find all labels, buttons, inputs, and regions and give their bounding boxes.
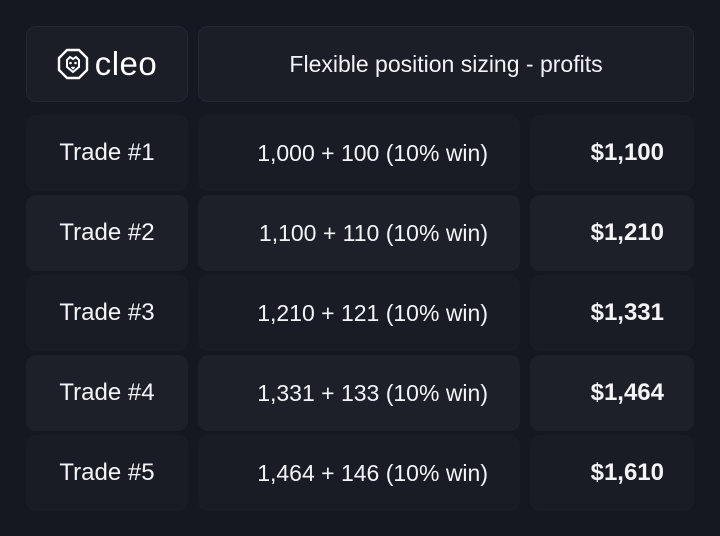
trade-1-calc-cell: 1,000 + 100 (10% win) [198, 115, 520, 191]
trade-1-total-cell: $1,100 [530, 115, 694, 191]
trade-total: $1,100 [590, 139, 664, 166]
trade-4-total-cell: $1,464 [530, 355, 694, 431]
trade-total: $1,464 [590, 379, 664, 406]
brand-name: cleo [94, 45, 158, 82]
trade-2-calc-cell: 1,100 + 110 (10% win) [198, 195, 520, 271]
trade-label: Trade #2 [59, 219, 155, 246]
trade-3-label-cell: Trade #3 [26, 275, 188, 351]
trade-4-calc-cell: 1,331 + 133 (10% win) [198, 355, 520, 431]
trade-calculation: 1,000 + 100 (10% win) [257, 139, 488, 166]
trade-2-label-cell: Trade #2 [26, 195, 188, 271]
trade-label: Trade #5 [59, 459, 155, 486]
trade-label: Trade #4 [59, 379, 155, 406]
trade-calculation: 1,210 + 121 (10% win) [257, 299, 488, 326]
trade-1-label-cell: Trade #1 [26, 115, 188, 191]
trade-calculation: 1,331 + 133 (10% win) [257, 379, 488, 406]
trade-total: $1,610 [590, 459, 664, 486]
lion-icon [57, 48, 88, 80]
trade-calculation: 1,100 + 110 (10% win) [258, 219, 488, 246]
trade-3-total-cell: $1,331 [530, 275, 694, 351]
trade-total: $1,331 [590, 299, 664, 326]
trade-5-total-cell: $1,610 [530, 435, 694, 511]
trade-2-total-cell: $1,210 [530, 195, 694, 271]
table-title: Flexible position sizing - profits [289, 50, 603, 77]
trade-4-label-cell: Trade #4 [26, 355, 188, 431]
brand-logo: cleo [26, 26, 188, 102]
trade-label: Trade #1 [59, 139, 155, 166]
trade-3-calc-cell: 1,210 + 121 (10% win) [198, 275, 520, 351]
trade-label: Trade #3 [59, 299, 155, 326]
trade-5-calc-cell: 1,464 + 146 (10% win) [198, 435, 520, 511]
table-title-cell: Flexible position sizing - profits [198, 26, 694, 102]
trade-calculation: 1,464 + 146 (10% win) [257, 459, 488, 486]
trade-total: $1,210 [590, 219, 664, 246]
trade-5-label-cell: Trade #5 [26, 435, 188, 511]
